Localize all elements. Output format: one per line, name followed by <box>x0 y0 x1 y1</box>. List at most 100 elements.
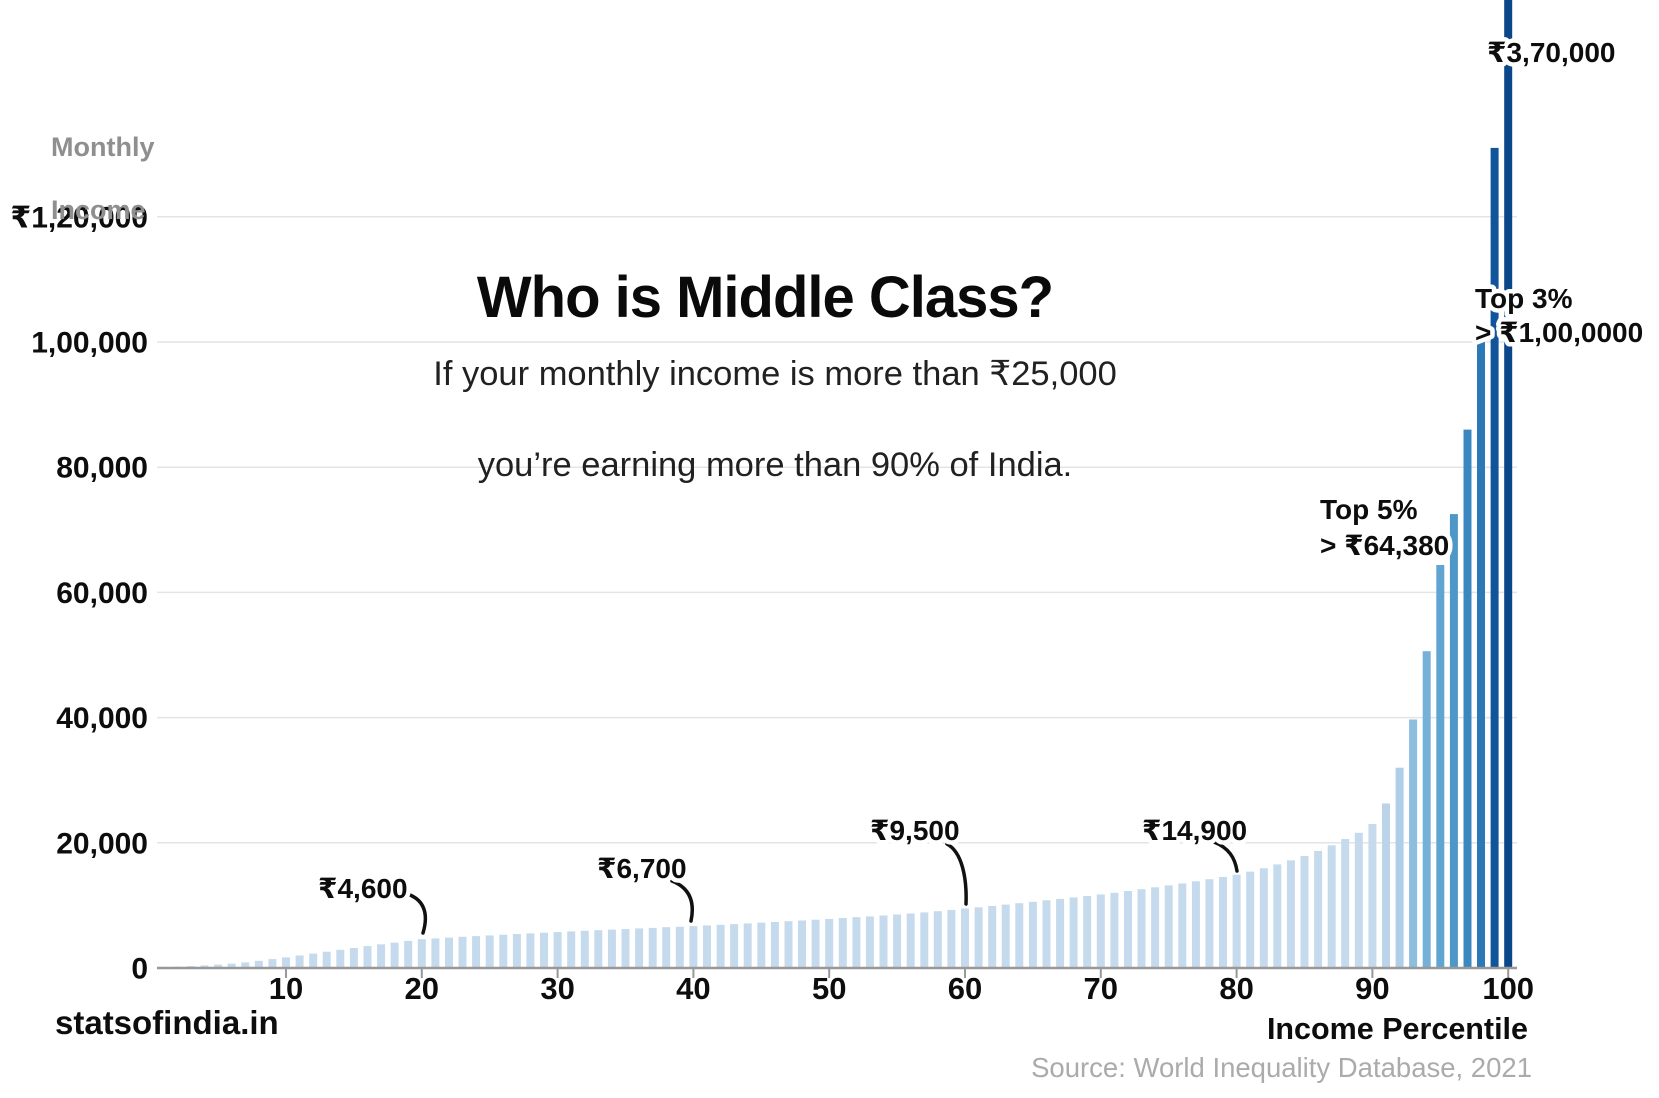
bar-percentile-21 <box>431 938 440 968</box>
bar-percentile-76 <box>1178 883 1187 968</box>
bar-percentile-15 <box>349 948 358 968</box>
bar-percentile-40 <box>689 926 698 968</box>
bar-percentile-87 <box>1327 845 1336 968</box>
bar-percentile-9 <box>268 959 277 968</box>
annotation-9500-pointer-line <box>945 842 968 906</box>
bar-percentile-31 <box>567 931 576 968</box>
x-tick-label-50: 50 <box>812 971 846 1006</box>
y-tick-label-0: 0 <box>131 953 148 986</box>
bar-percentile-44 <box>743 923 752 968</box>
bar-percentile-65 <box>1028 901 1037 968</box>
bar-percentile-45 <box>757 922 766 968</box>
annotation-top3-line2: > ₹1,00,0000 <box>1475 317 1643 348</box>
bar-percentile-84 <box>1286 860 1295 968</box>
bar-percentile-46 <box>770 922 779 968</box>
bar-percentile-54 <box>879 915 888 968</box>
y-tick-label-20000: 20,000 <box>56 827 148 860</box>
bar-percentile-41 <box>703 925 711 968</box>
bar-percentile-14 <box>336 949 345 968</box>
bar-percentile-23 <box>458 936 467 968</box>
subtitle-line2: you’re earning more than 90% of India. <box>477 446 1073 484</box>
bar-percentile-62 <box>988 906 997 968</box>
bar-percentile-82 <box>1259 868 1268 968</box>
annotation-9500-label: ₹9,500 <box>870 815 960 846</box>
bar-percentile-71 <box>1110 892 1119 968</box>
bar-percentile-94 <box>1422 651 1431 968</box>
annotation-370000-label: ₹3,70,000 <box>1487 37 1615 68</box>
bar-percentile-39 <box>675 926 684 968</box>
bar-percentile-18 <box>390 942 399 968</box>
bar-percentile-73 <box>1137 889 1146 968</box>
bar-percentile-77 <box>1191 881 1200 968</box>
bar-percentile-51 <box>838 918 847 968</box>
bar-percentile-75 <box>1164 885 1173 968</box>
bar-percentile-56 <box>906 913 915 968</box>
y-tick-label-100000: 1,00,000 <box>31 327 148 360</box>
bar-percentile-36 <box>635 928 644 968</box>
bar-percentile-79 <box>1219 877 1227 968</box>
bar-percentile-85 <box>1300 855 1309 968</box>
bar-percentile-74 <box>1151 887 1160 968</box>
x-tick-label-70: 70 <box>1084 971 1118 1006</box>
bar-percentile-13 <box>322 951 331 968</box>
bar-percentile-98 <box>1477 342 1485 968</box>
y-axis-title-line1: Monthly <box>51 132 155 162</box>
bar-percentile-6 <box>227 963 236 968</box>
y-tick-label-120000: ₹1,20,000 <box>10 201 148 234</box>
bar-percentile-90 <box>1368 824 1377 968</box>
annotation-top5-line1: Top 5% <box>1320 494 1418 525</box>
y-tick-label-80000: 80,000 <box>56 452 148 485</box>
bar-percentile-33 <box>594 930 603 968</box>
bar-percentile-26 <box>499 934 508 968</box>
bar-percentile-5 <box>214 964 223 968</box>
bar-percentile-35 <box>621 929 630 968</box>
bar-percentile-8 <box>254 960 263 968</box>
bar-percentile-55 <box>893 914 902 968</box>
bar-percentile-63 <box>1001 904 1010 968</box>
bar-percentile-89 <box>1354 832 1363 968</box>
y-tick-label-40000: 40,000 <box>56 702 148 735</box>
bar-percentile-59 <box>947 909 956 968</box>
annotation-4600-label: ₹4,600 <box>318 873 408 904</box>
brand-statsofindia: statsofindia.in <box>55 1004 279 1041</box>
bar-percentile-80 <box>1232 874 1241 968</box>
bar-percentile-60 <box>961 908 969 968</box>
bar-percentile-91 <box>1382 803 1390 968</box>
bar-percentile-100 <box>1504 0 1513 968</box>
x-tick-label-90: 90 <box>1355 971 1389 1006</box>
bar-percentile-37 <box>648 927 657 968</box>
bar-percentile-50 <box>825 918 834 968</box>
annotation-14900-label: ₹14,900 <box>1142 815 1247 846</box>
bar-percentile-88 <box>1341 839 1350 968</box>
annotation-top5-line2: > ₹64,380 <box>1320 530 1449 561</box>
bar-percentile-78 <box>1205 879 1214 968</box>
y-axis-title-line2: Income <box>51 195 146 225</box>
bar-percentile-17 <box>377 944 386 968</box>
bar-percentile-61 <box>974 907 983 968</box>
bar-percentile-52 <box>852 917 861 968</box>
bar-percentile-69 <box>1083 896 1092 968</box>
bar-percentile-42 <box>716 924 725 968</box>
bar-percentile-16 <box>363 946 372 968</box>
annotation-14900-pointer-line <box>1212 840 1239 873</box>
bar-percentile-92 <box>1395 767 1404 968</box>
x-tick-label-20: 20 <box>405 971 439 1006</box>
chart-subtitle: If your monthly income is more than ₹25,… <box>300 352 1250 489</box>
x-tick-label-10: 10 <box>269 971 303 1006</box>
bar-percentile-72 <box>1124 891 1132 968</box>
x-tick-label-40: 40 <box>676 971 710 1006</box>
bar-percentile-11 <box>295 955 304 968</box>
bar-percentile-64 <box>1015 903 1024 968</box>
annotation-6700-label: ₹6,700 <box>597 853 687 884</box>
bar-percentile-95 <box>1436 565 1445 968</box>
bar-percentile-67 <box>1056 898 1065 968</box>
bar-percentile-66 <box>1042 900 1051 968</box>
x-tick-label-30: 30 <box>540 971 574 1006</box>
bar-percentile-81 <box>1246 871 1255 968</box>
bar-percentile-58 <box>933 911 942 968</box>
bar-percentile-99 <box>1490 147 1499 968</box>
bar-percentile-24 <box>472 936 481 968</box>
x-tick-label-100: 100 <box>1482 971 1534 1006</box>
annotation-4600-pointer-line <box>402 891 428 935</box>
